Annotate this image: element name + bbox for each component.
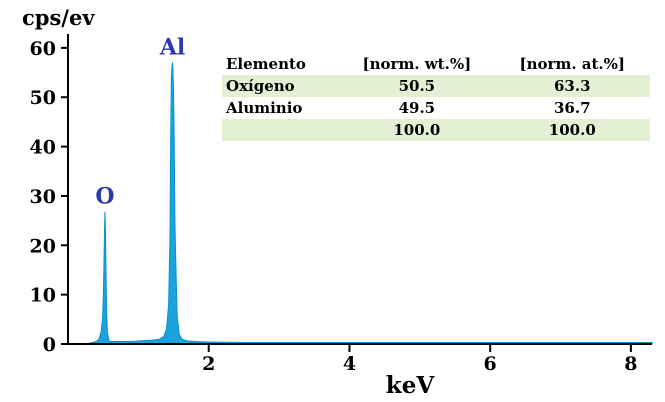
table-header-row: Elemento [norm. wt.%] [norm. at.%] (222, 53, 650, 75)
table-row: Aluminio 49.5 36.7 (222, 97, 650, 119)
y-tick-label: 50 (30, 87, 56, 109)
x-tick-label: 8 (624, 353, 637, 375)
row-at-total: 100.0 (494, 119, 650, 141)
spectrum-area (88, 62, 653, 345)
header-norm-at: [norm. at.%] (519, 55, 625, 73)
y-axis-label: cps/ev (22, 5, 95, 30)
header-norm-wt: [norm. wt.%] (362, 55, 472, 73)
x-tick-label: 6 (484, 353, 497, 375)
row-element-name: Oxígeno (222, 75, 340, 97)
row-at-value: 36.7 (554, 99, 591, 117)
row-at-value: 63.3 (494, 75, 650, 97)
row-element-name (222, 119, 340, 141)
y-tick-label: 0 (43, 334, 56, 356)
row-element-name: Aluminio (226, 99, 303, 117)
y-tick-label: 20 (30, 235, 56, 257)
y-tick-label: 40 (30, 137, 56, 159)
peak-label-al: Al (159, 35, 185, 61)
composition-table: Elemento [norm. wt.%] [norm. at.%] Oxíge… (222, 53, 650, 141)
x-tick-label: 2 (202, 353, 215, 375)
y-tick-label: 60 (30, 38, 56, 60)
header-element: Elemento (226, 55, 306, 73)
y-tick-label: 10 (30, 285, 56, 307)
x-axis-label: keV (386, 372, 436, 399)
table-total-row: 100.0 100.0 (222, 119, 650, 141)
peak-label-o: O (95, 184, 114, 210)
y-tick-label: 30 (30, 186, 56, 208)
row-wt-total: 100.0 (339, 119, 495, 141)
row-wt-value: 49.5 (398, 99, 436, 117)
x-tick-label: 4 (343, 353, 356, 375)
row-wt-value: 50.5 (339, 75, 495, 97)
table-row: Oxígeno 50.5 63.3 (222, 75, 650, 97)
